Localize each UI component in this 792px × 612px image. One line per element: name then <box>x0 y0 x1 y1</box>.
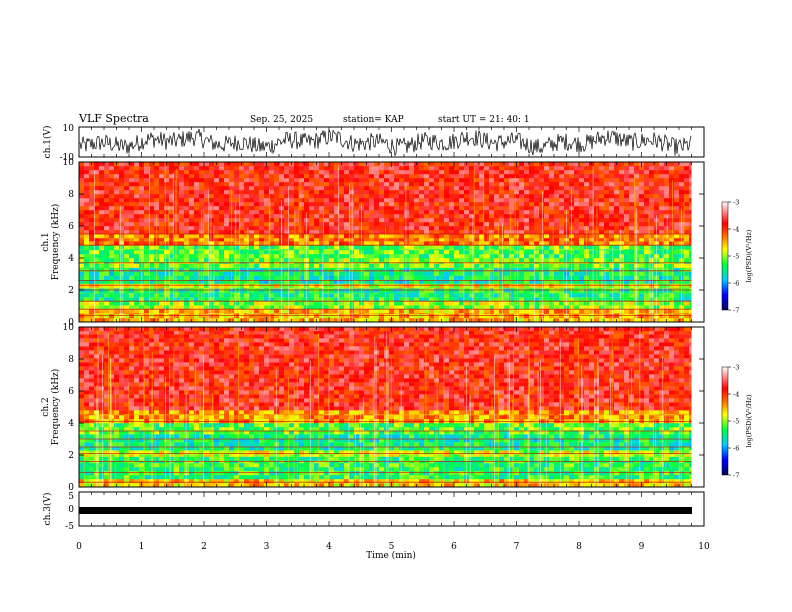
x-tick-label: 4 <box>326 542 332 552</box>
ch3-trace-band <box>79 507 692 514</box>
x-axis-ticks <box>78 127 705 526</box>
x-tick-label: 2 <box>201 542 207 552</box>
x-tick-label: 7 <box>514 542 520 552</box>
colorbar-tick-label: -6 <box>733 445 739 453</box>
colorbar-tick-label: -5 <box>733 418 739 426</box>
freq-tick-label: 0 <box>68 318 74 328</box>
header-date: Sep. 25, 2025 <box>250 115 313 125</box>
colorbar-ch1-gradient <box>721 201 729 311</box>
panel-ch2-spectrogram: 0 2 4 6 8 10 ch.2 Frequency (kHz) <box>41 323 705 493</box>
freq-tick-label: 2 <box>68 451 74 461</box>
ch2-spec-ylabel-freq: Frequency (kHz) <box>50 369 61 446</box>
freq-tick-label: 8 <box>68 190 74 200</box>
colorbar-ch1-ticks: -3 -4 -5 -6 -7 <box>728 199 739 315</box>
ch1-spec-ylabel-channel: ch.1 <box>41 232 51 251</box>
freq-tick-label: 4 <box>68 419 74 429</box>
colorbar-tick-label: -4 <box>733 226 739 234</box>
colorbar-ch1-label: log(PSD)(V²/Hz) <box>745 229 753 282</box>
ch3-ytick-mid: 0 <box>68 505 74 515</box>
x-tick-label: 8 <box>576 542 582 552</box>
x-axis-label: Time (min) <box>366 550 416 561</box>
colorbar-tick-label: -6 <box>733 280 739 288</box>
x-tick-label: 1 <box>139 542 145 552</box>
x-tick-label: 9 <box>639 542 645 552</box>
ch3-ytick-bottom: -5 <box>65 522 74 532</box>
colorbar-tick-label: -7 <box>733 472 739 480</box>
freq-tick-label: 10 <box>63 158 75 168</box>
ch2-spectrogram-yticks: 0 2 4 6 8 10 <box>63 323 704 493</box>
ch1-ytick-bottom: -10 <box>60 153 75 163</box>
x-tick-label: 0 <box>76 542 82 552</box>
x-axis-tick-labels: 0 1 2 3 4 5 6 7 8 9 10 <box>76 542 710 552</box>
header-station: station= KAP <box>343 115 404 125</box>
freq-tick-label: 2 <box>68 286 74 296</box>
colorbar-ch1: -3 -4 -5 -6 -7 log(PSD)(V²/Hz) <box>721 199 753 315</box>
x-tick-label: 3 <box>264 542 270 552</box>
x-tick-label: 10 <box>698 542 710 552</box>
panel-ch1-spectrogram: 0 2 4 6 8 10 ch.1 Frequency (kHz) <box>41 158 705 328</box>
ch1-ylabel: ch.1(V) <box>42 126 53 159</box>
ch2-spectrogram-image <box>79 327 704 488</box>
freq-tick-label: 8 <box>68 355 74 365</box>
colorbar-ch2-ticks: -3 -4 -5 -6 -7 <box>728 364 739 480</box>
colorbar-ch2-gradient <box>721 366 729 476</box>
ch3-ytick-top: 5 <box>68 492 74 502</box>
ch1-spec-ylabel-freq: Frequency (kHz) <box>50 204 61 281</box>
ch1-spectrogram-image <box>79 162 704 323</box>
ch3-ylabel: ch.3(V) <box>42 493 53 526</box>
colorbar-tick-label: -5 <box>733 253 739 261</box>
x-tick-label: 5 <box>389 542 395 552</box>
ch1-ytick-top: 10 <box>63 124 75 134</box>
freq-tick-label: 0 <box>68 483 74 493</box>
colorbar-ch2: -3 -4 -5 -6 -7 log(PSD)(V²/Hz) <box>721 364 753 480</box>
colorbar-tick-label: -3 <box>733 199 739 207</box>
colorbar-tick-label: -4 <box>733 391 739 399</box>
freq-tick-label: 6 <box>68 387 74 397</box>
x-tick-label: 6 <box>451 542 457 552</box>
ch1-trace <box>79 128 692 157</box>
header-start: start UT = 21: 40: 1 <box>438 115 530 125</box>
freq-tick-label: 4 <box>68 254 74 264</box>
freq-tick-label: 6 <box>68 222 74 232</box>
ch1-spectrogram-yticks: 0 2 4 6 8 10 <box>63 158 704 328</box>
figure-title: VLF Spectra <box>78 112 149 125</box>
panel-ch3-waveform: 5 0 -5 ch.3(V) <box>42 491 705 532</box>
colorbar-ch2-label: log(PSD)(V²/Hz) <box>745 394 753 447</box>
colorbar-tick-label: -7 <box>733 307 739 315</box>
freq-tick-label: 10 <box>63 323 75 333</box>
ch2-spec-ylabel-channel: ch.2 <box>41 397 51 416</box>
colorbar-tick-label: -3 <box>733 364 739 372</box>
